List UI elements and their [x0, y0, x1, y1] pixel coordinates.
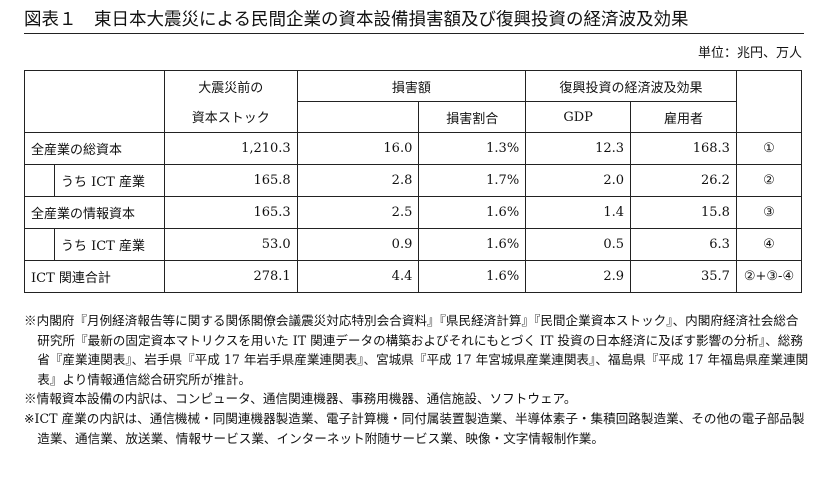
table-row: 全産業の総資本 1,210.3 16.0 1.3% 12.3 168.3 ①	[24, 132, 803, 165]
cell-capital: 278.1	[163, 260, 298, 293]
notes: ※内閣府『月例経済報告等に関する関係閣僚会議震災対応特別会合資料』『県民経済計算…	[24, 311, 810, 448]
note-ict-industry: ※ICT 産業の内訳は、通信機械・同関連機器製造業、電子計算機・同付属装置製造業…	[24, 410, 805, 446]
cell-ratio: 1.6%	[418, 228, 527, 261]
cell-employment: 35.7	[630, 260, 737, 293]
header-gdp: GDP	[525, 101, 632, 133]
header-capital-line2: 資本ストック	[163, 101, 298, 133]
indent-spacer	[24, 164, 55, 197]
cell-mark: ②+③-④	[735, 260, 803, 293]
cell-gdp: 0.5	[525, 228, 632, 261]
cell-ratio: 1.6%	[418, 260, 527, 293]
cell-capital: 165.3	[163, 196, 298, 229]
header-corner-lower	[24, 101, 165, 133]
table-row: ICT 関連合計 278.1 4.4 1.6% 2.9 35.7 ②+③-④	[24, 260, 803, 293]
row-label: うち ICT 産業	[53, 228, 165, 261]
cell-gdp: 1.4	[525, 196, 632, 229]
page-title: 図表１ 東日本大震災による民間企業の資本設備損害額及び復興投資の経済波及効果	[24, 6, 804, 34]
cell-gdp: 12.3	[525, 132, 632, 165]
cell-damage: 2.5	[296, 196, 420, 229]
cell-capital: 165.8	[163, 164, 298, 197]
cell-employment: 6.3	[630, 228, 737, 261]
table-row: うち ICT 産業 165.8 2.8 1.7% 2.0 26.2 ②	[24, 164, 803, 197]
cell-damage: 0.9	[296, 228, 420, 261]
cell-employment: 168.3	[630, 132, 737, 165]
row-label: 全産業の総資本	[24, 132, 165, 165]
data-table: 大震災前の 損害額 復興投資の経済波及効果 資本ストック 損害割合 GDP 雇用…	[24, 70, 803, 293]
header-damage-ratio: 損害割合	[418, 101, 527, 133]
header-employment: 雇用者	[630, 101, 737, 133]
header-mark-blank-lower	[735, 101, 803, 133]
header-mark-blank	[735, 70, 803, 102]
cell-gdp: 2.9	[525, 260, 632, 293]
note-info-capital: ※情報資本設備の内訳は、コンピュータ、通信関連機器、事務用機器、通信施設、ソフト…	[24, 391, 577, 407]
note-source: ※内閣府『月例経済報告等に関する関係閣僚会議震災対応特別会合資料』『県民経済計算…	[24, 313, 809, 387]
header-damage-blank	[296, 101, 420, 133]
row-label: ICT 関連合計	[24, 260, 165, 293]
header-ripple: 復興投資の経済波及効果	[525, 70, 737, 102]
indent-spacer	[24, 228, 55, 261]
cell-ratio: 1.3%	[418, 132, 527, 165]
cell-damage: 2.8	[296, 164, 420, 197]
cell-mark: ①	[735, 132, 803, 165]
cell-capital: 1,210.3	[163, 132, 298, 165]
cell-employment: 15.8	[630, 196, 737, 229]
cell-employment: 26.2	[630, 164, 737, 197]
table-row: うち ICT 産業 53.0 0.9 1.6% 0.5 6.3 ④	[24, 228, 803, 261]
header-capital-line1: 大震災前の	[163, 70, 298, 102]
cell-mark: ③	[735, 196, 803, 229]
cell-mark: ④	[735, 228, 803, 261]
cell-mark: ②	[735, 164, 803, 197]
header-corner	[24, 70, 165, 102]
cell-ratio: 1.7%	[418, 164, 527, 197]
unit-label: 単位：兆円、万人	[697, 46, 802, 61]
row-label: 全産業の情報資本	[24, 196, 165, 229]
cell-damage: 4.4	[296, 260, 420, 293]
cell-ratio: 1.6%	[418, 196, 527, 229]
row-label: うち ICT 産業	[53, 164, 165, 197]
header-damage: 損害額	[296, 70, 527, 102]
cell-damage: 16.0	[296, 132, 420, 165]
table-row: 全産業の情報資本 165.3 2.5 1.6% 1.4 15.8 ③	[24, 196, 803, 229]
cell-gdp: 2.0	[525, 164, 632, 197]
cell-capital: 53.0	[163, 228, 298, 261]
